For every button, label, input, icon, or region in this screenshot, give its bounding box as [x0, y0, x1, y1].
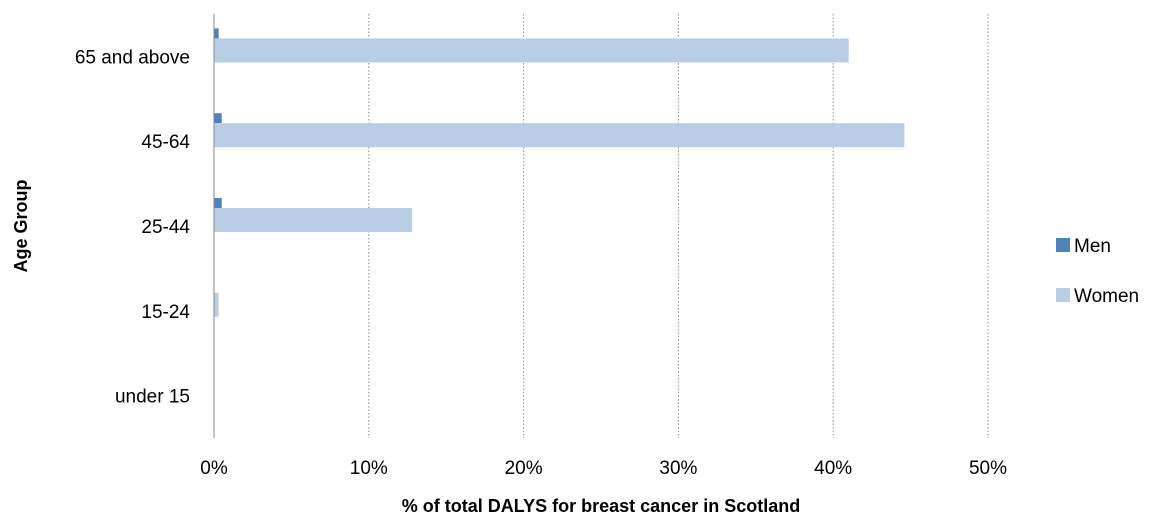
y-tick-label: under 15 [115, 387, 190, 408]
bar-women [214, 123, 905, 148]
x-tick-labels: 0% 10% 20% 30% 40% 50% [200, 458, 1007, 479]
legend: Men Women [1056, 236, 1139, 307]
legend-label: Men [1074, 236, 1111, 257]
bar-men [214, 28, 219, 39]
x-tick-label: 10% [350, 458, 388, 479]
bar-women [214, 292, 219, 317]
x-tick-label: 20% [505, 458, 543, 479]
legend-label: Women [1074, 286, 1139, 307]
legend-swatch [1056, 288, 1070, 302]
x-tick-label: 30% [659, 458, 697, 479]
y-tick-label: 45-64 [141, 132, 190, 153]
bar-men [214, 113, 222, 124]
y-tick-label: 65 and above [75, 47, 190, 68]
x-axis-title: % of total DALYS for breast cancer in Sc… [402, 496, 800, 516]
gridlines [368, 14, 989, 438]
y-tick-label: 25-44 [141, 217, 190, 238]
bars [214, 28, 905, 317]
x-tick-label: 50% [969, 458, 1007, 479]
x-tick-label: 40% [814, 458, 852, 479]
bar-men [214, 198, 222, 208]
legend-swatch [1056, 238, 1070, 252]
y-tick-labels: 65 and above 45-64 25-44 15-24 under 15 [75, 47, 191, 407]
bar-women [214, 38, 849, 63]
y-tick-label: 15-24 [141, 302, 190, 323]
x-tick-label: 0% [200, 458, 228, 479]
bar-women [214, 208, 413, 232]
y-axis-title: Age Group [11, 179, 31, 272]
